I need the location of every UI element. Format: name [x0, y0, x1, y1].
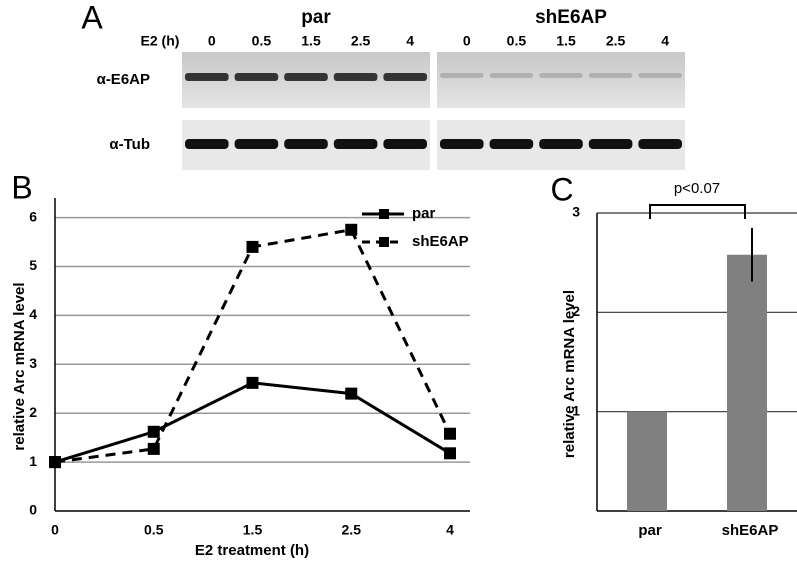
y-tick-label: 0: [29, 502, 37, 518]
point-marker: [49, 456, 61, 469]
y-tick-label: 5: [29, 257, 37, 273]
legend-label: par: [412, 205, 436, 222]
blot-band: [284, 139, 328, 149]
blot-band: [284, 73, 328, 81]
legend-label: shE6AP: [412, 233, 469, 250]
panel-label: A: [81, 0, 103, 35]
y-tick-label: 3: [29, 355, 37, 371]
blot-band: [440, 73, 484, 78]
blot-band: [588, 139, 633, 149]
x-tick-label: 1.5: [243, 522, 263, 538]
blot-band: [383, 73, 427, 81]
point-marker: [345, 387, 358, 400]
legend-marker: [379, 237, 389, 247]
y-tick-label: 2: [572, 303, 580, 319]
blot-time-label: 4: [406, 33, 414, 49]
blot-time-label: 4: [661, 33, 669, 49]
blot-time-label: 2.5: [606, 33, 626, 49]
bar: [627, 411, 667, 511]
point-marker: [444, 427, 456, 440]
blot-box: [437, 52, 685, 108]
blot-band: [539, 73, 583, 78]
blot-time-label: 0: [208, 33, 216, 49]
blot-group-label: shE6AP: [535, 7, 607, 28]
x-tick-label: 0.5: [144, 522, 164, 538]
point-marker: [246, 240, 259, 253]
significance-bracket: [649, 204, 746, 219]
annotation: p<0.07: [674, 180, 720, 197]
series-line: [54, 381, 451, 464]
series-line: [54, 228, 452, 464]
y-tick-label: 3: [572, 204, 580, 220]
blot-time-label: 0: [463, 33, 471, 49]
legend-marker: [379, 209, 389, 219]
blot-band: [234, 139, 279, 149]
blot-band: [234, 73, 279, 81]
x-tick-label: shE6AP: [722, 522, 779, 539]
y-tick-label: 4: [29, 306, 37, 322]
blot-time-label: 1.5: [556, 33, 576, 49]
blot-time-label: 1.5: [301, 33, 321, 49]
blot-time-label: 0.5: [507, 33, 527, 49]
blot-time-label: 0.5: [252, 33, 272, 49]
x-tick-label: 4: [446, 522, 454, 538]
y-tick-label: 1: [29, 453, 37, 469]
blot-band: [489, 139, 534, 149]
blot-band: [383, 139, 427, 149]
blot-band: [588, 73, 633, 78]
point-marker: [345, 223, 358, 236]
x-tick-label: par: [638, 522, 662, 539]
point-marker: [147, 442, 160, 455]
blot-band: [638, 73, 682, 78]
blot-row-label: α-Tub: [109, 136, 150, 153]
blot-x-label: E2 (h): [141, 33, 180, 49]
point-marker: [444, 447, 456, 460]
x-tick-label: 2.5: [342, 522, 362, 538]
blot-band: [539, 139, 583, 149]
blot-band: [185, 73, 229, 81]
blot-time-label: 2.5: [351, 33, 371, 49]
blot-band: [185, 139, 229, 149]
y-tick-label: 1: [572, 402, 580, 418]
x-tick-label: 0: [51, 522, 59, 538]
blot-group-label: par: [301, 7, 331, 28]
bar: [727, 254, 767, 511]
blot-band: [333, 139, 378, 149]
y-axis-title: relative Arc mRNA level: [11, 282, 28, 450]
panel-label: B: [11, 169, 32, 205]
point-marker: [147, 425, 160, 438]
blot-band: [333, 73, 378, 81]
point-marker: [246, 376, 259, 389]
y-tick-label: 6: [29, 208, 37, 224]
blot-row-label: α-E6AP: [97, 71, 150, 88]
blot-band: [489, 73, 534, 78]
y-tick-label: 2: [29, 404, 37, 420]
y-axis-title: relative Arc mRNA level: [561, 290, 578, 458]
x-axis-title: E2 treatment (h): [195, 542, 309, 559]
panel-label: C: [550, 171, 573, 207]
blot-band: [638, 139, 682, 149]
blot-band: [440, 139, 484, 149]
